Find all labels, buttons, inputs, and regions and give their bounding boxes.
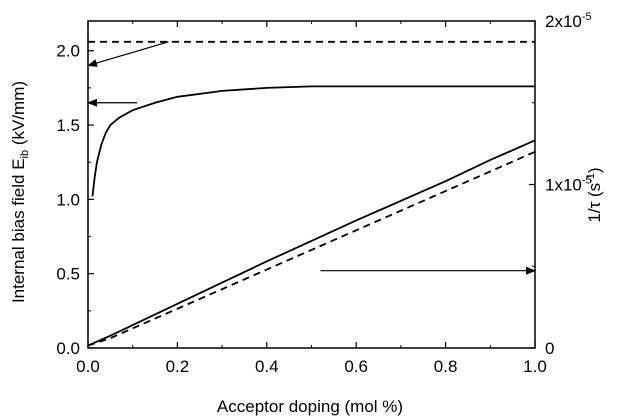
y-right-axis-title-post: ) — [585, 167, 604, 173]
y-left-tick-label: 0.0 — [56, 339, 80, 358]
annotation-arrow — [87, 41, 169, 67]
y-left-axis-title-sub: ib — [19, 150, 31, 159]
x-tick-label: 0.0 — [76, 357, 100, 376]
annotation-layer — [87, 41, 536, 275]
y-right-tick-label: 2x10-5 — [545, 11, 592, 31]
x-tick-label: 1.0 — [523, 357, 547, 376]
plot-frame — [87, 20, 536, 349]
y-right-axis-title-sup: -1 — [585, 173, 597, 183]
y-left-tick-label: 0.5 — [56, 265, 80, 284]
series-line-4 — [87, 150, 536, 347]
x-tick-label: 0.4 — [255, 357, 279, 376]
y-right-axis-title: 1/τ (s-1) — [585, 167, 604, 222]
x-tick-label: 0.6 — [344, 357, 368, 376]
series-line-2 — [91, 85, 535, 197]
y-left-axis-title: Internal bias field Eib (kV/mm) — [9, 81, 31, 303]
y-right-tick-label: 1x10-5 — [545, 175, 592, 195]
x-tick-label: 0.8 — [434, 357, 458, 376]
y-left-axis-ticks: 0.0 0.5 1.0 1.5 2.0 — [56, 42, 94, 358]
y-left-axis-title-unit: (kV/mm) — [9, 81, 28, 150]
x-axis-title: Acceptor doping (mol %) — [217, 397, 403, 416]
series-layer — [87, 40, 536, 347]
y-right-tick-label: 0 — [545, 339, 554, 358]
series-line-3 — [87, 139, 536, 347]
y-right-axis-title-pre: 1/τ (s — [585, 183, 604, 223]
y-left-tick-label: 2.0 — [56, 42, 80, 61]
x-axis-ticks: 0.0 0.2 0.4 0.6 0.8 1.0 — [76, 21, 547, 376]
y-left-tick-label: 1.0 — [56, 190, 80, 209]
y-left-axis-title-main: Internal bias field E — [9, 158, 28, 303]
plot-border — [87, 20, 536, 349]
x-tick-label: 0.2 — [166, 357, 190, 376]
y-right-axis-ticks: 0 1x10-5 2x10-5 — [529, 11, 592, 358]
y-left-tick-label: 1.5 — [56, 116, 80, 135]
